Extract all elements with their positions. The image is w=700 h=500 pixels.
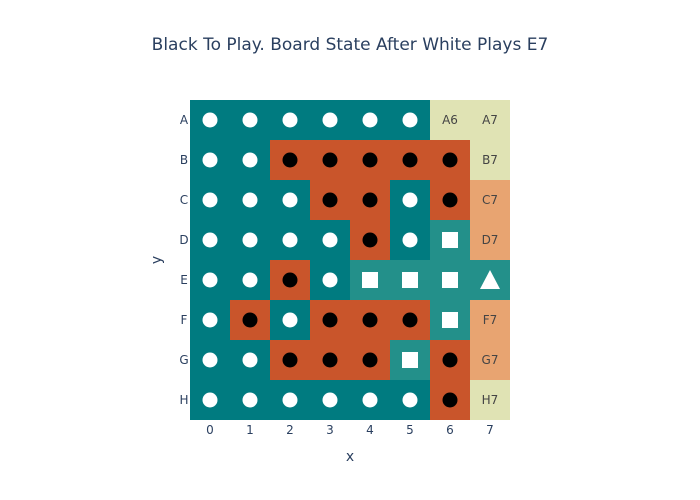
black-stone-B3 <box>322 152 338 168</box>
cell-label-H7: H7 <box>482 393 499 407</box>
board-cell-H7[interactable] <box>470 380 510 420</box>
black-stone-E2 <box>282 272 298 288</box>
black-stone-B5 <box>402 152 418 168</box>
cell-label-C7: C7 <box>482 193 498 207</box>
white-square-marker-F6 <box>442 312 458 328</box>
y-tick-G: G <box>179 353 188 367</box>
board-cell-C7[interactable] <box>470 180 510 220</box>
cell-label-G7: G7 <box>482 353 499 367</box>
y-tick-H: H <box>179 393 188 407</box>
black-stone-C3 <box>322 192 338 208</box>
white-stone-D0 <box>202 232 218 248</box>
black-stone-B6 <box>442 152 458 168</box>
white-stone-C2 <box>282 192 298 208</box>
black-stone-F4 <box>362 312 378 328</box>
white-stone-E1 <box>242 272 258 288</box>
white-stone-C0 <box>202 192 218 208</box>
y-tick-E: E <box>180 273 188 287</box>
x-tick-labels: 0 1 2 3 4 5 6 7 <box>206 423 494 437</box>
white-stone-A0 <box>202 112 218 128</box>
black-stone-G2 <box>282 352 298 368</box>
y-axis-label: y <box>149 256 165 264</box>
white-stone-H4 <box>362 392 378 408</box>
black-stone-B2 <box>282 152 298 168</box>
y-tick-A: A <box>180 113 189 127</box>
white-square-marker-G5 <box>402 352 418 368</box>
black-stone-B4 <box>362 152 378 168</box>
x-tick-6: 6 <box>446 423 454 437</box>
board-cell-D7[interactable] <box>470 220 510 260</box>
board-cell-B7[interactable] <box>470 140 510 180</box>
chart-title: Black To Play. Board State After White P… <box>152 35 549 55</box>
cell-label-B7: B7 <box>482 153 498 167</box>
white-stone-E0 <box>202 272 218 288</box>
white-stone-D3 <box>322 232 338 248</box>
white-stone-D1 <box>242 232 258 248</box>
board-cell-A6[interactable] <box>430 100 470 140</box>
white-stone-E3 <box>322 272 338 288</box>
white-stone-C1 <box>242 192 258 208</box>
black-stone-C6 <box>442 192 458 208</box>
white-stone-B0 <box>202 152 218 168</box>
white-stone-A2 <box>282 112 298 128</box>
white-stone-F2 <box>282 312 298 328</box>
white-stone-D2 <box>282 232 298 248</box>
white-stone-H0 <box>202 392 218 408</box>
x-tick-2: 2 <box>286 423 294 437</box>
white-square-marker-D6 <box>442 232 458 248</box>
y-tick-labels: A B C D E F G H <box>179 113 189 407</box>
white-stone-F0 <box>202 312 218 328</box>
cell-label-A6: A6 <box>442 113 458 127</box>
black-stone-F3 <box>322 312 338 328</box>
cell-label-F7: F7 <box>483 313 498 327</box>
x-tick-5: 5 <box>406 423 414 437</box>
white-square-marker-E4 <box>362 272 378 288</box>
white-square-marker-E6 <box>442 272 458 288</box>
white-stone-G0 <box>202 352 218 368</box>
y-tick-C: C <box>180 193 188 207</box>
white-stone-H3 <box>322 392 338 408</box>
white-stone-G1 <box>242 352 258 368</box>
black-stone-G4 <box>362 352 378 368</box>
white-square-marker-E5 <box>402 272 418 288</box>
board-cell-G7[interactable] <box>470 340 510 380</box>
white-triangle-marker-E7 <box>480 270 500 289</box>
y-tick-F: F <box>181 313 188 327</box>
y-tick-B: B <box>180 153 188 167</box>
black-stone-D4 <box>362 232 378 248</box>
white-stone-C5 <box>402 192 418 208</box>
x-tick-0: 0 <box>206 423 214 437</box>
black-stone-F1 <box>242 312 258 328</box>
x-tick-7: 7 <box>486 423 494 437</box>
x-tick-1: 1 <box>246 423 254 437</box>
black-stone-C4 <box>362 192 378 208</box>
white-stone-D5 <box>402 232 418 248</box>
cell-labels: A6 A7 B7 C7 D7 F7 G7 H7 <box>442 113 498 407</box>
white-stone-H2 <box>282 392 298 408</box>
white-stone-B1 <box>242 152 258 168</box>
white-stone-A4 <box>362 112 378 128</box>
black-stone-G6 <box>442 352 458 368</box>
white-stone-A3 <box>322 112 338 128</box>
black-stone-G3 <box>322 352 338 368</box>
white-stone-H5 <box>402 392 418 408</box>
white-stone-H1 <box>242 392 258 408</box>
board-pieces <box>202 112 500 408</box>
white-stone-A5 <box>402 112 418 128</box>
black-stone-H6 <box>442 392 458 408</box>
board-cell-F7[interactable] <box>470 300 510 340</box>
cell-label-D7: D7 <box>482 233 499 247</box>
x-axis-label: x <box>346 449 354 465</box>
board-cell-A7[interactable] <box>470 100 510 140</box>
y-tick-D: D <box>179 233 188 247</box>
x-tick-4: 4 <box>366 423 374 437</box>
white-stone-A1 <box>242 112 258 128</box>
cell-label-A7: A7 <box>482 113 498 127</box>
black-stone-F5 <box>402 312 418 328</box>
board-cells <box>190 100 510 420</box>
x-tick-3: 3 <box>326 423 334 437</box>
